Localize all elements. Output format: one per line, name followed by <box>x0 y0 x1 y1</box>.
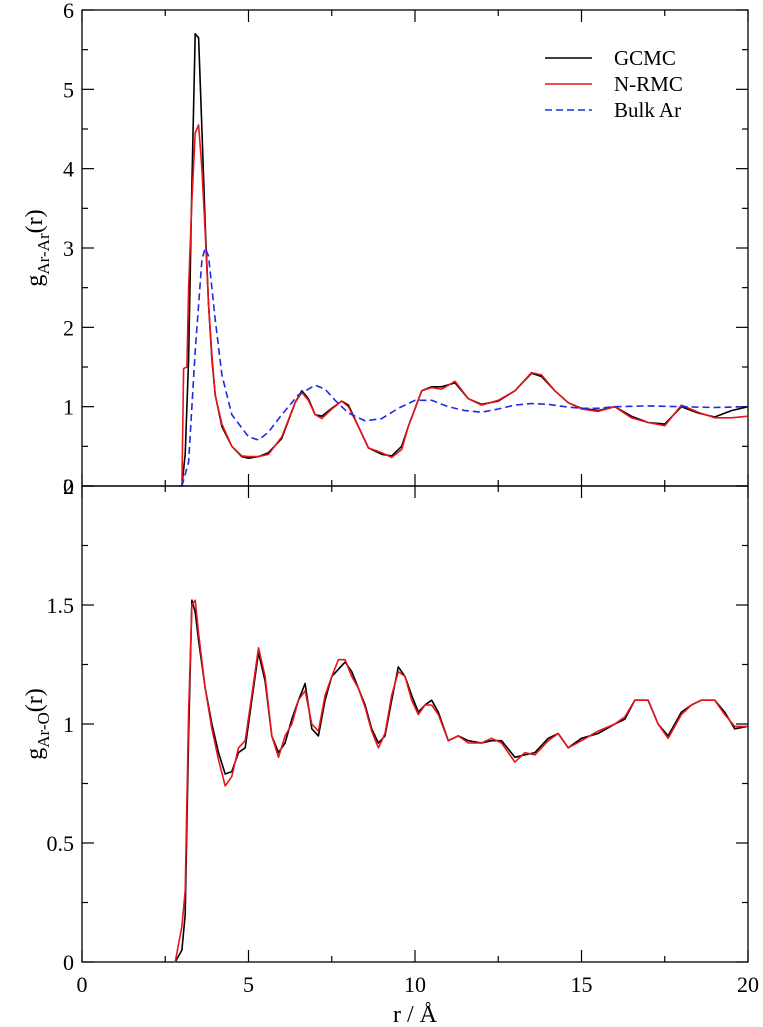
top-ytick-label: 5 <box>63 77 74 102</box>
bottom-xtick-label: 5 <box>243 972 254 997</box>
top-ytick-label: 4 <box>63 157 74 182</box>
legend-label-gcmc: GCMC <box>614 46 676 70</box>
bottom-ytick-label: 1 <box>63 712 74 737</box>
top-ytick-label: 2 <box>63 315 74 340</box>
bottom-xtick-label: 0 <box>77 972 88 997</box>
top-series-n-rmc <box>178 124 749 487</box>
top-ylabel: gAr-Ar(r) <box>22 209 53 286</box>
top-ytick-label: 0 <box>63 474 74 499</box>
bottom-series-n-rmc <box>174 599 748 963</box>
bottom-series-gcmc <box>174 599 749 963</box>
bottom-plot-frame <box>81 485 749 963</box>
bottom-ytick-label: 0.5 <box>47 831 75 856</box>
bottom-ytick-label: 0 <box>63 950 74 975</box>
bottom-ytick-label: 1.5 <box>47 593 75 618</box>
bottom-xtick-label: 20 <box>737 972 759 997</box>
bottom-xtick-label: 10 <box>404 972 426 997</box>
bottom-ylabel: gAr-O(r) <box>22 688 53 760</box>
top-ytick-label: 3 <box>63 236 74 261</box>
top-series-bulk-ar <box>181 247 749 487</box>
bottom-ytick-label: 2 <box>63 474 74 499</box>
top-ytick-label: 1 <box>63 395 74 420</box>
xlabel: r / Å <box>393 1002 438 1027</box>
legend-label-bulk-ar: Bulk Ar <box>614 98 681 122</box>
top-ytick-label: 6 <box>63 0 74 23</box>
legend-label-n-rmc: N-RMC <box>614 72 683 96</box>
bottom-xtick-label: 15 <box>571 972 593 997</box>
